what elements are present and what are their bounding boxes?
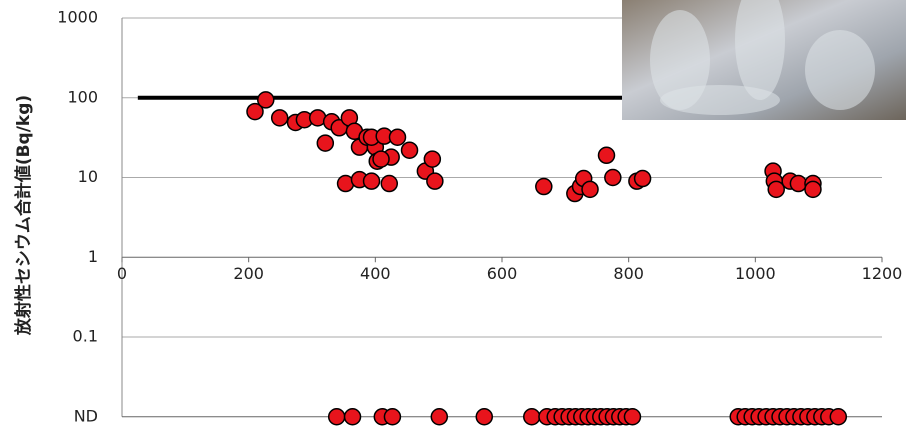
data-point (804, 180, 822, 199)
x-tick-label: 200 (233, 264, 264, 283)
data-point (270, 109, 289, 127)
data-point (426, 172, 444, 190)
data-point (423, 150, 442, 168)
x-tick-label: 1000 (735, 264, 776, 283)
photo-detail (650, 10, 710, 110)
data-point (372, 150, 390, 168)
photo-detail (660, 85, 780, 115)
data-point (604, 168, 622, 187)
photo-detail (735, 0, 785, 100)
data-point (767, 180, 785, 199)
x-tick-label: 0 (117, 264, 127, 283)
nd-point (343, 408, 362, 426)
data-point (380, 174, 399, 193)
y-tick-label: ND (74, 406, 98, 425)
data-point (246, 102, 264, 121)
x-tick-label: 1200 (862, 264, 903, 283)
data-point (400, 141, 419, 159)
x-tick-label: 400 (360, 264, 391, 283)
nd-point (475, 408, 494, 426)
x-tick-label: 600 (487, 264, 518, 283)
nd-point (430, 408, 449, 426)
data-point (388, 128, 407, 146)
y-tick-label: 100 (67, 87, 98, 106)
y-tick-label: 1 (88, 247, 98, 266)
nd-point (523, 408, 541, 426)
data-point (581, 180, 599, 199)
nd-point (829, 408, 848, 426)
x-tick-label: 800 (613, 264, 644, 283)
nd-point (327, 408, 346, 426)
y-tick-label: 1000 (57, 8, 98, 27)
y-tick-label: 10 (78, 167, 98, 186)
data-point (633, 169, 652, 188)
data-point (789, 174, 808, 193)
data-point (316, 134, 335, 152)
photo-detail (805, 30, 875, 110)
data-point (362, 172, 381, 190)
data-point (535, 177, 553, 196)
data-point (257, 91, 275, 109)
data-point (597, 146, 616, 165)
nd-point (383, 408, 402, 426)
y-axis-title: 放射性セシウム合計値(Bq/kg) (13, 95, 34, 336)
nd-point (623, 408, 642, 426)
y-tick-label: 0.1 (73, 327, 98, 346)
